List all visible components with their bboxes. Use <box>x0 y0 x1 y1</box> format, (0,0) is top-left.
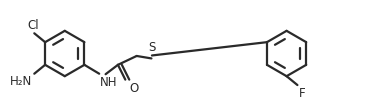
Text: F: F <box>299 87 305 100</box>
Text: O: O <box>130 82 139 95</box>
Text: Cl: Cl <box>27 19 39 32</box>
Text: S: S <box>148 41 156 54</box>
Text: NH: NH <box>100 76 117 89</box>
Text: H₂N: H₂N <box>10 75 32 88</box>
